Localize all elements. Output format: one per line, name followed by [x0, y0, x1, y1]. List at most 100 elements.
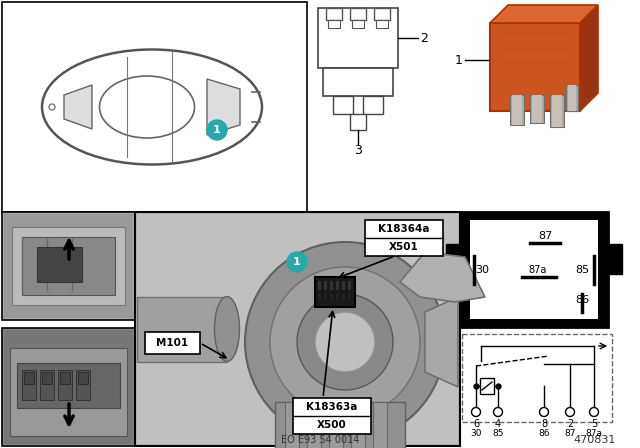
- Bar: [351, 402, 365, 448]
- Bar: [4, 214, 133, 318]
- Text: K18363a: K18363a: [307, 402, 358, 412]
- Polygon shape: [580, 5, 598, 111]
- Text: 30: 30: [470, 430, 482, 439]
- Bar: [446, 244, 460, 274]
- Bar: [335, 292, 339, 300]
- Bar: [145, 332, 200, 354]
- Circle shape: [287, 252, 307, 272]
- Bar: [37, 247, 82, 282]
- Bar: [480, 378, 494, 394]
- Bar: [318, 8, 398, 68]
- Text: 87: 87: [538, 231, 552, 241]
- Bar: [78, 372, 88, 384]
- Text: 86: 86: [575, 295, 589, 305]
- Bar: [365, 220, 443, 256]
- Text: X501: X501: [389, 242, 419, 252]
- Bar: [307, 402, 321, 448]
- Text: 1: 1: [293, 257, 301, 267]
- Bar: [293, 398, 371, 434]
- Text: 5: 5: [591, 419, 597, 429]
- Circle shape: [297, 294, 393, 390]
- Bar: [460, 212, 608, 327]
- Text: 6: 6: [473, 419, 479, 429]
- Bar: [326, 8, 342, 20]
- Bar: [317, 292, 321, 300]
- Bar: [376, 20, 388, 28]
- Polygon shape: [490, 5, 598, 23]
- Bar: [552, 95, 562, 127]
- Ellipse shape: [99, 76, 195, 138]
- Circle shape: [207, 120, 227, 140]
- Circle shape: [540, 408, 548, 417]
- Text: 30: 30: [475, 265, 489, 275]
- Bar: [374, 8, 390, 20]
- Text: 2: 2: [567, 419, 573, 429]
- Ellipse shape: [214, 297, 239, 362]
- Bar: [42, 372, 52, 384]
- Bar: [10, 348, 127, 436]
- Bar: [470, 220, 598, 319]
- Bar: [135, 212, 460, 446]
- Bar: [347, 280, 351, 290]
- Bar: [462, 334, 612, 422]
- Bar: [76, 370, 90, 400]
- Circle shape: [315, 312, 375, 372]
- Bar: [350, 114, 366, 130]
- Bar: [333, 96, 353, 114]
- Text: 1: 1: [455, 53, 463, 66]
- Circle shape: [566, 408, 575, 417]
- Bar: [315, 277, 355, 307]
- Circle shape: [589, 408, 598, 417]
- Bar: [532, 95, 542, 123]
- Bar: [341, 292, 345, 300]
- Text: 3: 3: [354, 143, 362, 156]
- Circle shape: [270, 267, 420, 417]
- Bar: [323, 280, 327, 290]
- Circle shape: [493, 408, 502, 417]
- Bar: [4, 330, 133, 444]
- Bar: [58, 370, 72, 400]
- Text: K18364a: K18364a: [378, 224, 429, 234]
- Bar: [60, 372, 70, 384]
- Bar: [22, 237, 115, 295]
- Bar: [323, 68, 393, 96]
- Bar: [341, 280, 345, 290]
- Bar: [335, 280, 339, 290]
- Bar: [2, 328, 135, 446]
- Text: 85: 85: [575, 265, 589, 275]
- Bar: [137, 214, 458, 444]
- Text: 86: 86: [538, 430, 550, 439]
- Bar: [568, 85, 576, 111]
- Text: EO E93 54 0014: EO E93 54 0014: [281, 435, 359, 445]
- Bar: [40, 370, 54, 400]
- Polygon shape: [400, 252, 485, 302]
- Bar: [329, 280, 333, 290]
- Bar: [373, 402, 387, 448]
- Bar: [363, 96, 383, 114]
- Bar: [323, 292, 327, 300]
- Bar: [137, 297, 227, 362]
- Ellipse shape: [42, 49, 262, 164]
- Bar: [350, 8, 366, 20]
- Bar: [317, 280, 321, 290]
- Bar: [329, 292, 333, 300]
- Text: 87a: 87a: [586, 430, 602, 439]
- Bar: [328, 20, 340, 28]
- Polygon shape: [425, 297, 458, 387]
- Bar: [329, 402, 343, 448]
- Text: 4: 4: [495, 419, 501, 429]
- Circle shape: [245, 242, 445, 442]
- Text: M101: M101: [156, 338, 188, 348]
- Bar: [510, 95, 524, 125]
- Text: 85: 85: [492, 430, 504, 439]
- Bar: [22, 370, 36, 400]
- Text: 8: 8: [541, 419, 547, 429]
- Text: 1: 1: [213, 125, 221, 135]
- Bar: [2, 212, 135, 320]
- Text: 87: 87: [564, 430, 576, 439]
- Text: X500: X500: [317, 420, 347, 430]
- Text: 470831: 470831: [574, 435, 616, 445]
- Bar: [17, 363, 120, 408]
- Bar: [2, 2, 307, 212]
- Bar: [530, 95, 544, 123]
